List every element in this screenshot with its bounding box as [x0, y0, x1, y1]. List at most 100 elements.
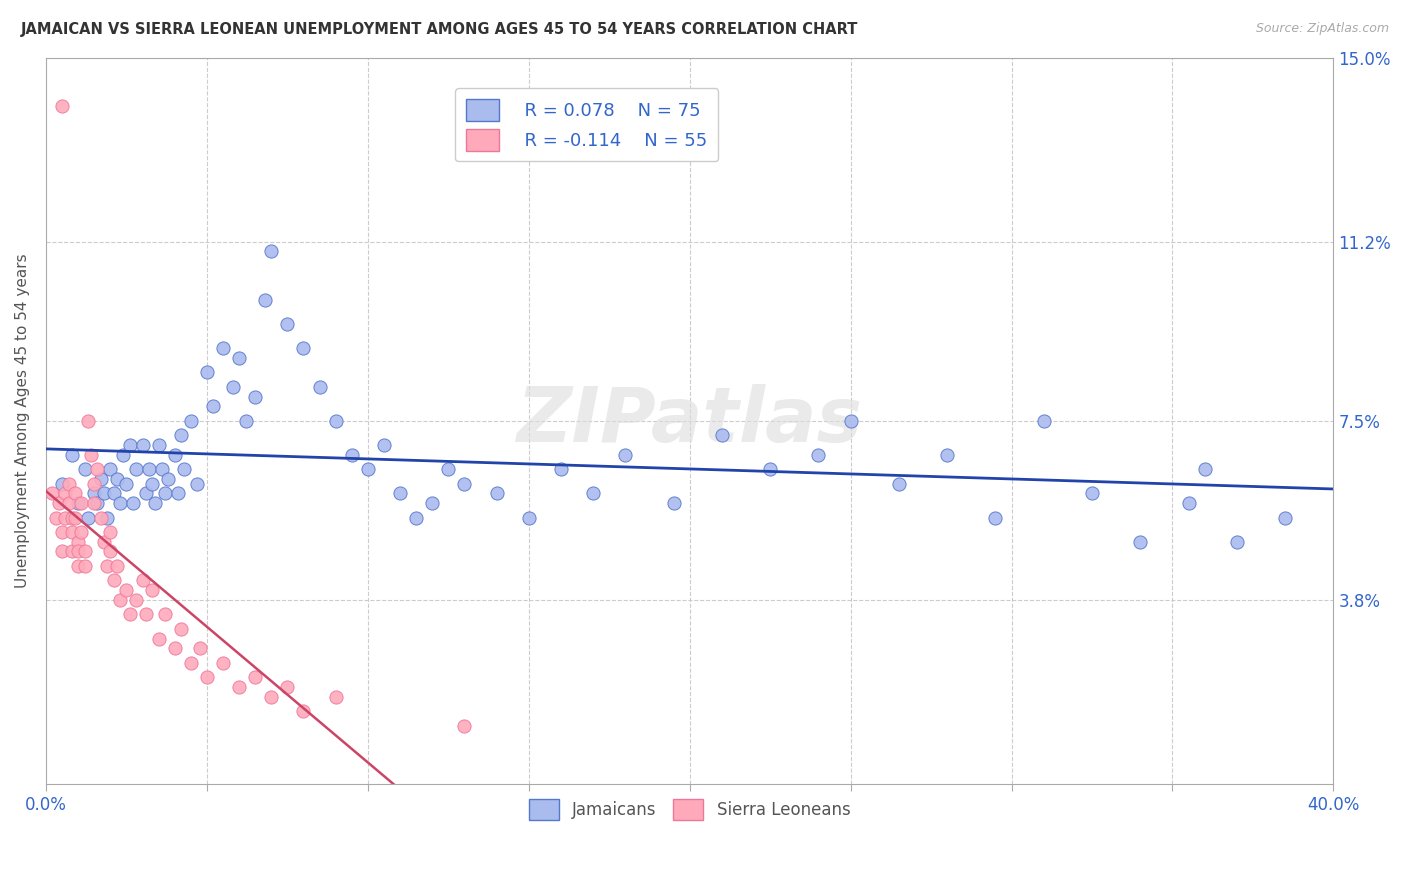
Point [118, 438, 141, 452]
Point [405, 510, 427, 524]
Point [167, 486, 190, 500]
Point [276, 317, 298, 331]
Point [759, 462, 782, 476]
Point [243, 390, 266, 404]
Point [98, 462, 121, 476]
Point [276, 680, 298, 694]
Point [96, 558, 118, 573]
Point [45, 510, 67, 524]
Point [235, 414, 257, 428]
Point [984, 510, 1007, 524]
Y-axis label: Unemployment Among Ages 45 to 54 years: Unemployment Among Ages 45 to 54 years [15, 253, 30, 588]
Point [485, 486, 508, 500]
Point [76, 510, 98, 524]
Point [63, 486, 86, 500]
Point [105, 558, 128, 573]
Point [582, 486, 605, 500]
Point [131, 438, 153, 452]
Point [614, 448, 637, 462]
Point [1032, 414, 1054, 428]
Point [373, 438, 395, 452]
Point [243, 670, 266, 684]
Legend: Jamaicans, Sierra Leoneans: Jamaicans, Sierra Leoneans [522, 793, 858, 826]
Point [357, 462, 380, 476]
Point [186, 476, 208, 491]
Point [221, 380, 243, 394]
Point [135, 607, 157, 622]
Point [195, 365, 218, 379]
Point [125, 462, 148, 476]
Point [70, 524, 93, 539]
Point [73, 544, 96, 558]
Point [389, 486, 412, 500]
Point [550, 462, 572, 476]
Point [260, 690, 283, 704]
Point [453, 719, 475, 733]
Point [153, 607, 176, 622]
Point [173, 462, 195, 476]
Point [51, 99, 73, 113]
Point [212, 656, 235, 670]
Point [63, 510, 86, 524]
Point [122, 496, 145, 510]
Point [108, 496, 131, 510]
Point [228, 351, 250, 365]
Point [420, 496, 443, 510]
Point [112, 448, 135, 462]
Point [292, 341, 315, 355]
Point [131, 574, 153, 588]
Point [202, 399, 225, 413]
Point [170, 622, 193, 636]
Point [710, 428, 733, 442]
Point [163, 448, 186, 462]
Point [153, 486, 176, 500]
Point [662, 496, 685, 510]
Point [170, 428, 193, 442]
Point [148, 632, 170, 646]
Point [98, 524, 121, 539]
Point [141, 476, 163, 491]
Point [163, 641, 186, 656]
Point [58, 476, 80, 491]
Point [60, 510, 83, 524]
Point [86, 462, 108, 476]
Point [308, 380, 330, 394]
Point [73, 462, 96, 476]
Point [150, 462, 173, 476]
Point [51, 476, 73, 491]
Point [190, 641, 212, 656]
Point [98, 544, 121, 558]
Point [1177, 496, 1199, 510]
Point [67, 544, 90, 558]
Point [67, 496, 90, 510]
Point [103, 574, 125, 588]
Point [60, 448, 83, 462]
Point [53, 510, 76, 524]
Point [67, 534, 90, 549]
Point [76, 414, 98, 428]
Point [51, 544, 73, 558]
Point [195, 670, 218, 684]
Text: Source: ZipAtlas.com: Source: ZipAtlas.com [1256, 22, 1389, 36]
Point [148, 438, 170, 452]
Point [48, 496, 70, 510]
Point [325, 414, 347, 428]
Point [138, 462, 160, 476]
Point [118, 607, 141, 622]
Point [141, 583, 163, 598]
Point [93, 534, 115, 549]
Point [1194, 462, 1216, 476]
Point [53, 486, 76, 500]
Point [60, 544, 83, 558]
Point [115, 476, 138, 491]
Point [1226, 534, 1249, 549]
Point [67, 558, 90, 573]
Text: ZIPatlas: ZIPatlas [516, 384, 863, 458]
Point [145, 496, 167, 510]
Point [83, 496, 105, 510]
Point [51, 524, 73, 539]
Point [1274, 510, 1296, 524]
Point [70, 496, 93, 510]
Point [157, 472, 180, 486]
Point [103, 486, 125, 500]
